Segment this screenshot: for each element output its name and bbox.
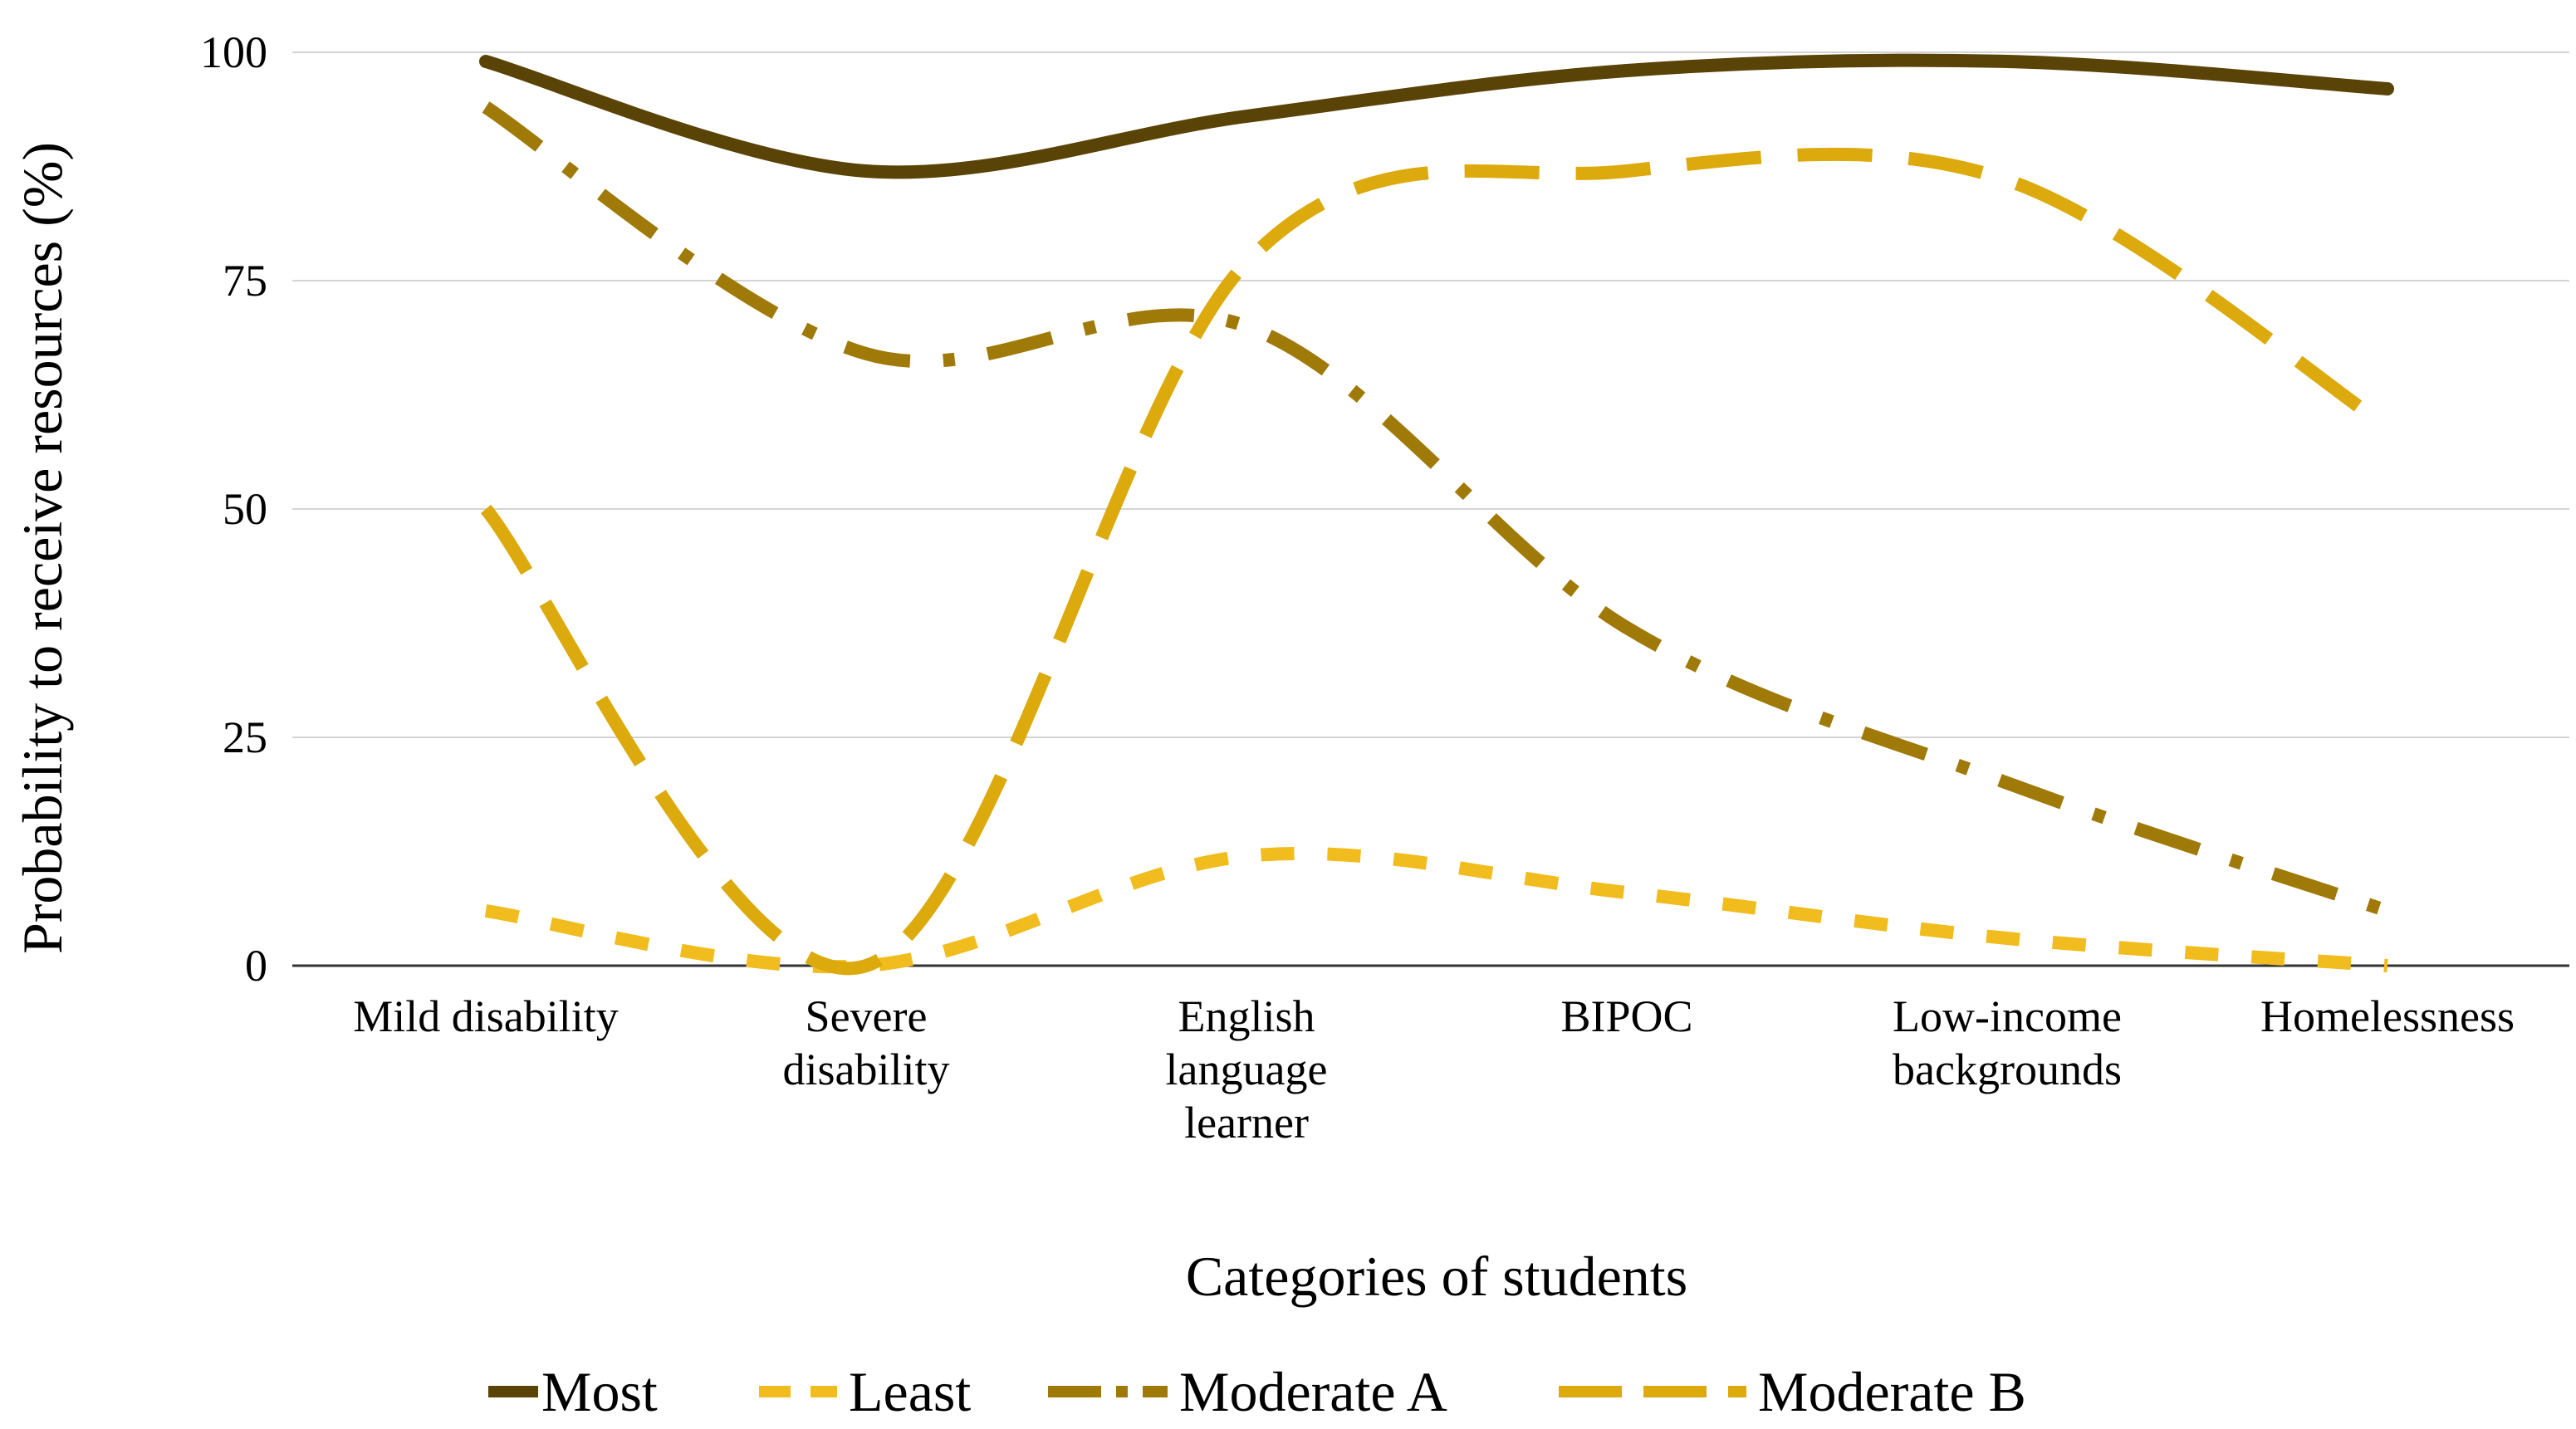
- y-tick-label: 25: [223, 712, 267, 762]
- y-axis-title: Probability to receive resources (%): [11, 142, 74, 954]
- x-tick-label-line: disability: [783, 1045, 950, 1094]
- legend-item: Most: [488, 1360, 658, 1423]
- legend-item: Moderate A: [1048, 1360, 1447, 1423]
- series-lines: [479, 53, 2394, 976]
- x-tick-label-line: Severe: [806, 991, 928, 1041]
- legend-item: Least: [759, 1360, 971, 1423]
- x-tick-label-line: Low-income: [1893, 991, 2122, 1041]
- series-line-least: [484, 846, 2388, 974]
- x-tick-label-line: Homelessness: [2260, 991, 2515, 1041]
- x-tick-labels: Mild disability Severe disability English la…: [353, 991, 2515, 1148]
- y-tick-label: 100: [200, 27, 267, 77]
- legend-label: Most: [541, 1360, 658, 1423]
- legend-label: Moderate B: [1758, 1360, 2026, 1423]
- legend-label: Moderate A: [1179, 1360, 1447, 1423]
- legend-item: Moderate B: [1559, 1360, 2026, 1423]
- x-tick-label: Severe disability: [783, 991, 950, 1094]
- x-tick-label: Homelessness: [2260, 991, 2515, 1041]
- x-tick-label-line: language: [1166, 1045, 1328, 1094]
- y-tick-label: 50: [223, 484, 267, 534]
- series-line-moderate-b: [480, 147, 2392, 976]
- y-tick-labels: 0 25 50 75 100: [200, 27, 267, 991]
- x-tick-label: English language learner: [1166, 991, 1328, 1148]
- series-line-moderate-a: [482, 101, 2390, 918]
- x-tick-label-line: backgrounds: [1893, 1045, 2122, 1094]
- x-axis-title: Categories of students: [1186, 1245, 1687, 1308]
- legend-label: Least: [849, 1360, 971, 1423]
- series-line-most: [479, 53, 2394, 179]
- legend: Most Least Moderate A Moderate B: [488, 1360, 2026, 1423]
- x-tick-label-line: learner: [1184, 1098, 1309, 1148]
- x-tick-label: Mild disability: [353, 991, 619, 1041]
- y-tick-label: 0: [245, 941, 267, 991]
- x-tick-label: Low-income backgrounds: [1893, 991, 2122, 1094]
- gridlines: [292, 51, 2569, 967]
- y-tick-label: 75: [223, 256, 267, 306]
- x-tick-label-line: BIPOC: [1560, 991, 1692, 1041]
- x-tick-label-line: Mild disability: [353, 991, 619, 1041]
- x-tick-label: BIPOC: [1560, 991, 1692, 1041]
- x-tick-label-line: English: [1178, 991, 1315, 1041]
